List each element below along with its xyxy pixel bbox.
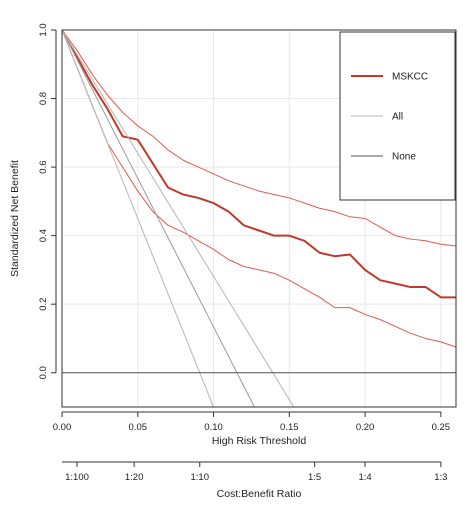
cost-benefit-tick-label-1: 1:20 xyxy=(125,472,144,483)
series-line-all xyxy=(62,30,215,407)
series-lines xyxy=(62,30,456,407)
plot-frame xyxy=(61,29,457,408)
legend: MSKCC All None xyxy=(339,31,456,201)
cost-benefit-tick-label-5: 1:3 xyxy=(434,472,447,483)
legend-label-all: All xyxy=(392,112,403,123)
x-tick-label-0: 0.00 xyxy=(53,422,72,433)
cost-benefit-tick-label-4: 1:4 xyxy=(358,472,371,483)
y-tick-label-4: 0.8 xyxy=(38,92,49,105)
cost-benefit-axis: 1:100 1:20 1:10 1:5 1:4 1:3 xyxy=(62,461,447,483)
x-tick-label-4: 0.20 xyxy=(356,422,375,433)
cost-benefit-tick-label-2: 1:10 xyxy=(190,472,209,483)
cost-benefit-tick-label-0: 1:100 xyxy=(65,472,89,483)
cost-benefit-tick-label-3: 1:5 xyxy=(308,472,321,483)
x-tick-label-5: 0.25 xyxy=(432,422,451,433)
legend-label-none: None xyxy=(392,152,416,163)
x-tick-label-3: 0.15 xyxy=(280,422,299,433)
y-axis-title: Standardized Net Benefit xyxy=(9,160,21,277)
y-tick-label-3: 0.6 xyxy=(38,160,49,173)
y-tick-label-1: 0.2 xyxy=(38,298,49,311)
series-line-2 xyxy=(62,30,456,348)
x-axis-title: High Risk Threshold xyxy=(212,435,307,447)
series-line-4 xyxy=(62,30,255,407)
x-axis: 0.00 0.05 0.10 0.15 0.20 0.25 xyxy=(53,411,451,433)
y-axis: 0.0 0.2 0.4 0.6 0.8 1.0 xyxy=(38,23,57,379)
series-line-1 xyxy=(62,30,456,247)
legend-label-mskcc: MSKCC xyxy=(392,72,428,83)
cost-benefit-axis-title: Cost:Benefit Ratio xyxy=(217,488,302,500)
y-tick-label-0: 0.0 xyxy=(38,366,49,379)
x-tick-label-2: 0.10 xyxy=(204,422,223,433)
series-line-5 xyxy=(62,30,295,407)
y-tick-label-2: 0.4 xyxy=(38,229,49,242)
x-tick-label-1: 0.05 xyxy=(129,422,148,433)
y-tick-label-5: 1.0 xyxy=(38,23,49,36)
